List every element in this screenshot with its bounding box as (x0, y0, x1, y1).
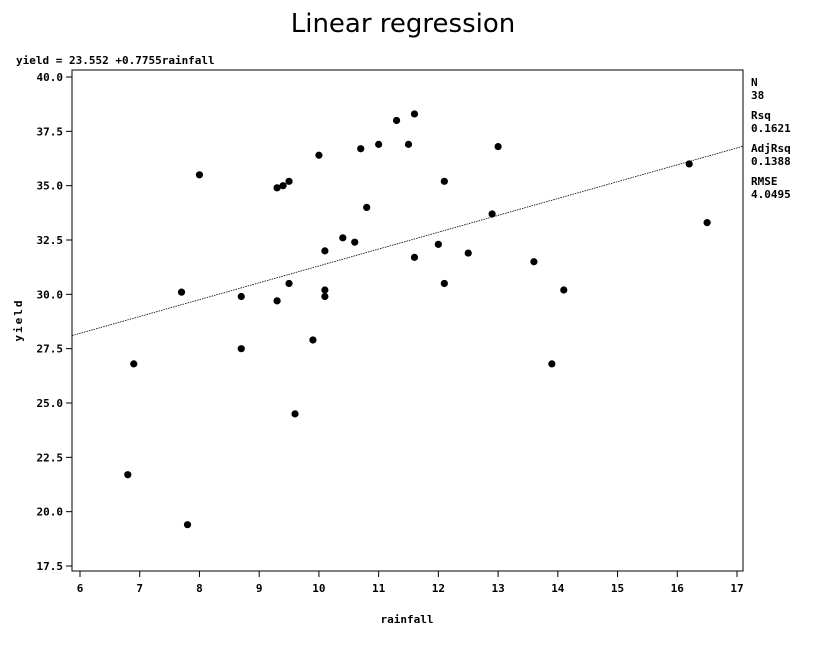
x-tick-label: 14 (551, 582, 565, 595)
chart-title: Linear regression (291, 9, 516, 39)
x-tick-label: 11 (372, 582, 386, 595)
y-tick-label: 30.0 (37, 288, 64, 301)
data-point (321, 247, 329, 255)
data-point (285, 177, 293, 185)
data-point (363, 203, 371, 211)
data-point (321, 292, 329, 301)
data-point (375, 140, 383, 148)
data-point (410, 253, 419, 261)
data-point (195, 171, 204, 179)
x-tick-label: 15 (611, 582, 624, 595)
x-tick-label: 6 (77, 582, 84, 595)
data-points (124, 110, 711, 529)
data-point (440, 177, 448, 185)
x-tick-label: 13 (491, 582, 504, 595)
y-tick-label: 32.5 (37, 234, 64, 247)
y-tick-label: 20.0 (37, 506, 64, 519)
data-point (410, 110, 419, 118)
data-point (464, 249, 472, 257)
data-point (488, 210, 496, 218)
y-tick-label: 17.5 (37, 560, 64, 573)
data-point (404, 140, 413, 148)
x-tick-label: 16 (671, 582, 685, 595)
data-point (685, 160, 693, 168)
regression-equation: yield = 23.552 +0.7755rainfall (16, 54, 215, 67)
data-point (530, 258, 538, 266)
x-axis: 6 7 8 9 10 11 12 13 14 15 16 17 (77, 571, 744, 595)
y-tick-label: 40.0 (37, 71, 64, 84)
y-tick-label: 22.5 (37, 451, 64, 464)
data-point (279, 182, 287, 190)
plot-frame (71, 69, 744, 572)
data-point (177, 288, 186, 296)
data-point (339, 234, 347, 242)
data-point (548, 360, 556, 368)
stat-value: 38 (751, 89, 764, 102)
y-tick-label: 37.5 (37, 125, 64, 138)
x-tick-label: 7 (136, 582, 143, 595)
stat-label: RMSE (751, 175, 778, 188)
x-tick-label: 10 (312, 582, 325, 595)
data-point (124, 471, 132, 479)
stat-label: N (751, 76, 758, 89)
data-point (560, 286, 568, 294)
data-point (392, 116, 401, 125)
data-point (434, 240, 442, 248)
data-point (315, 151, 323, 159)
y-axis: 17.5 20.0 22.5 25.0 27.5 30.0 32.5 35.0 37.5 40.0 (37, 71, 72, 573)
data-point (351, 238, 359, 246)
data-point (440, 279, 448, 288)
y-axis-label: yield (12, 298, 25, 341)
stat-label: AdjRsq (751, 142, 791, 155)
data-point (285, 279, 293, 288)
x-tick-label: 17 (730, 582, 743, 595)
stat-value: 4.0495 (751, 188, 791, 201)
y-tick-label: 35.0 (37, 180, 64, 193)
x-tick-label: 8 (196, 582, 203, 595)
data-point (291, 410, 299, 418)
stat-value: 0.1621 (751, 122, 791, 135)
data-point (237, 345, 245, 353)
stat-value: 0.1388 (751, 155, 791, 168)
data-point (703, 219, 711, 227)
y-tick-label: 25.0 (37, 397, 64, 410)
y-tick-label: 27.5 (37, 343, 64, 356)
stat-label: Rsq (751, 109, 771, 122)
x-tick-label: 12 (432, 582, 445, 595)
data-point (130, 360, 138, 368)
data-point (309, 336, 317, 344)
regression-line (71, 145, 744, 336)
x-axis-label: rainfall (381, 613, 434, 626)
data-point (494, 142, 502, 151)
data-point (273, 184, 281, 192)
data-point (357, 145, 365, 153)
data-point (273, 297, 281, 305)
data-point (237, 292, 245, 301)
data-point (321, 286, 329, 294)
x-tick-label: 9 (256, 582, 263, 595)
data-point (183, 521, 192, 529)
